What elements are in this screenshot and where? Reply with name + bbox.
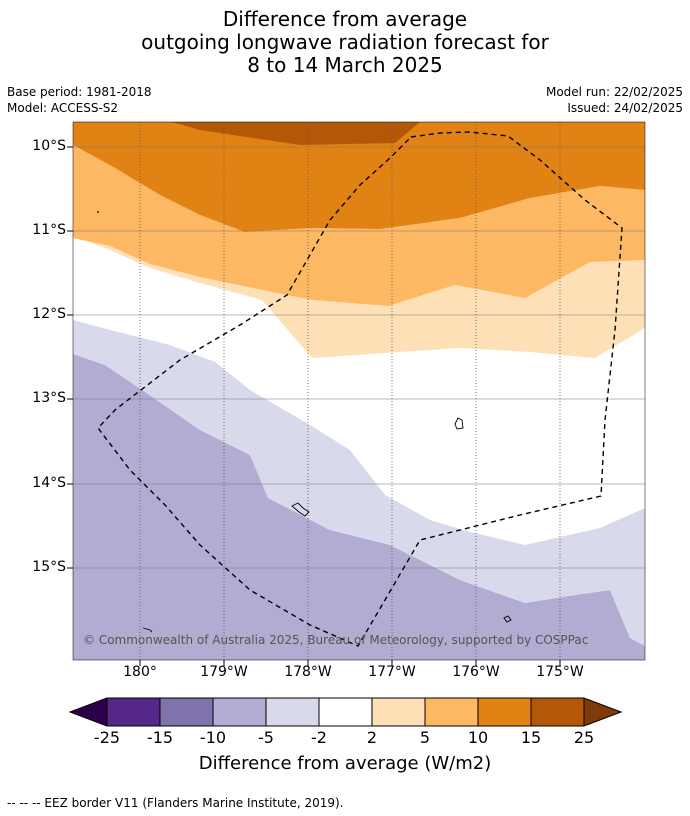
region-orange-darker bbox=[172, 122, 420, 145]
colorbar-extend-low bbox=[70, 698, 107, 726]
island-small bbox=[142, 627, 153, 633]
map-frame bbox=[72, 121, 646, 661]
issued-date: Issued: 24/02/2025 bbox=[567, 101, 683, 115]
eez-border bbox=[97, 131, 623, 647]
copyright-notice: © Commonwealth of Australia 2025, Bureau… bbox=[83, 633, 589, 647]
colorbar-tick: -15 bbox=[146, 728, 174, 747]
title-line-2: outgoing longwave radiation forecast for bbox=[141, 30, 549, 54]
map-fill-layers bbox=[73, 122, 645, 660]
region-orange-mid bbox=[73, 145, 645, 306]
region-orange-light bbox=[73, 236, 645, 358]
colorbar-tick: 15 bbox=[520, 728, 542, 747]
colorbar-dividers bbox=[106, 698, 585, 726]
map-title: Difference from average outgoing longwav… bbox=[0, 8, 690, 77]
colorbar-bin-4 bbox=[266, 698, 319, 726]
colorbar-tick: 2 bbox=[366, 728, 378, 747]
colorbar-bin-2 bbox=[160, 698, 213, 726]
base-period: Base period: 1981-2018 bbox=[7, 85, 152, 99]
colorbar-tick: -2 bbox=[311, 728, 327, 747]
colorbar-bin-8 bbox=[478, 698, 531, 726]
lat-label-11s: 11°S bbox=[32, 222, 66, 238]
colorbar-extend-high bbox=[584, 698, 621, 726]
lon-label-180: 180° bbox=[123, 664, 157, 680]
lat-label-13s: 13°S bbox=[32, 390, 66, 406]
eez-footnote: -- -- -- EEZ border V11 (Flanders Marine… bbox=[7, 796, 344, 810]
colorbar-bin-5 bbox=[319, 698, 372, 726]
colorbar-tick: 10 bbox=[467, 728, 489, 747]
lon-label-178w: 178°W bbox=[284, 664, 332, 680]
lat-label-15s: 15°S bbox=[32, 559, 66, 575]
lat-label-14s: 14°S bbox=[32, 475, 66, 491]
colorbar-title: Difference from average (W/m2) bbox=[198, 753, 492, 774]
region-lavender-light bbox=[73, 320, 645, 646]
island-south bbox=[291, 502, 310, 517]
model-run: Model run: 22/02/2025 bbox=[545, 85, 683, 99]
colorbar-tick: 5 bbox=[419, 728, 431, 747]
colorbar-bin-7 bbox=[425, 698, 478, 726]
region-orange-dark bbox=[73, 122, 645, 232]
meta-right: Model run: 22/02/2025 Issued: 24/02/2025 bbox=[546, 84, 683, 116]
lon-label-176w: 176°W bbox=[452, 664, 500, 680]
island-southeast bbox=[503, 615, 512, 623]
colorbar-tick: -5 bbox=[258, 728, 274, 747]
colorbar-bin-3 bbox=[213, 698, 266, 726]
title-line-3: 8 to 14 March 2025 bbox=[247, 53, 443, 77]
lat-label-12s: 12°S bbox=[32, 306, 66, 322]
lon-label-175w: 175°W bbox=[536, 664, 584, 680]
colorbar-tick: -25 bbox=[93, 728, 121, 747]
colorbar-tick: -10 bbox=[199, 728, 227, 747]
model-name: Model: ACCESS-S2 bbox=[7, 101, 119, 115]
colorbar-bin-6 bbox=[372, 698, 425, 726]
graticule bbox=[73, 146, 645, 569]
lon-label-177w: 177°W bbox=[368, 664, 416, 680]
colorbar-bin-1 bbox=[107, 698, 160, 726]
axis-ticks bbox=[67, 146, 561, 666]
region-lavender bbox=[73, 354, 645, 660]
colorbar-tick: 25 bbox=[573, 728, 595, 747]
meta-left: Base period: 1981-2018 Model: ACCESS-S2 bbox=[7, 84, 152, 116]
island-dot bbox=[97, 211, 99, 213]
lon-label-179w: 179°W bbox=[200, 664, 248, 680]
title-line-1: Difference from average bbox=[222, 7, 468, 31]
lat-label-10s: 10°S bbox=[32, 138, 66, 154]
island-west bbox=[454, 417, 464, 430]
colorbar-bin-9 bbox=[531, 698, 584, 726]
